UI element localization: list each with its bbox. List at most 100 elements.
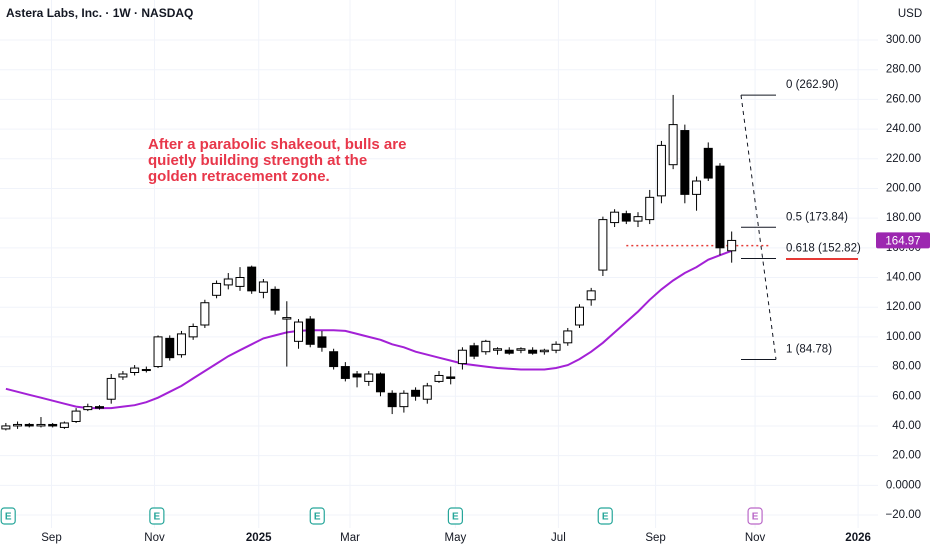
earnings-label: E <box>314 512 321 523</box>
x-tick-label: Nov <box>745 532 766 544</box>
y-tick-label: 280.00 <box>886 64 921 76</box>
y-tick-label: 240.00 <box>886 123 921 135</box>
earnings-marker <box>747 507 763 525</box>
candle-body <box>457 349 467 365</box>
candle-body <box>71 410 81 422</box>
candle-body <box>680 130 690 195</box>
candle-body <box>24 423 34 427</box>
candle-body <box>153 336 163 368</box>
candle-body <box>352 373 362 378</box>
x-tick-label: Sep <box>41 532 61 544</box>
candle-body <box>59 422 69 428</box>
x-tick-label: 2026 <box>845 532 871 544</box>
earnings-label: E <box>602 512 609 523</box>
currency: USD <box>898 8 922 20</box>
candle-body <box>305 318 315 345</box>
plot <box>1 94 777 431</box>
candle-body <box>563 330 573 344</box>
candle-body <box>387 392 397 408</box>
candle-body <box>446 376 456 379</box>
earnings-label: E <box>5 512 12 523</box>
candle-body <box>270 288 280 311</box>
candle-body <box>504 349 514 354</box>
y-tick-label: 300.00 <box>886 34 921 46</box>
earnings-marker <box>309 507 325 525</box>
candle-body <box>469 345 479 357</box>
y-tick-label: 100.00 <box>886 331 921 343</box>
candle-body <box>212 282 222 296</box>
earnings-label: E <box>752 512 759 523</box>
x-tick-label: Sep <box>645 532 665 544</box>
y-tick-label: 180.00 <box>886 212 921 224</box>
candle-body <box>528 349 538 354</box>
candle-body <box>282 317 292 320</box>
candle-body <box>364 373 374 382</box>
y-tick-label: −20.00 <box>886 509 922 521</box>
y-tick-label: 220.00 <box>886 153 921 165</box>
earnings-marker <box>597 507 613 525</box>
y-tick-label: 60.00 <box>892 390 921 402</box>
candle-body <box>1 425 11 430</box>
candle-body <box>83 406 93 411</box>
earnings-label: E <box>154 512 161 523</box>
candle-body <box>598 219 608 271</box>
fib-label: 0.618 (152.82) <box>786 243 861 255</box>
candle-body <box>645 196 655 221</box>
price-tag <box>876 232 930 249</box>
y-tick-label: 40.00 <box>892 420 921 432</box>
candle-body <box>118 373 128 378</box>
candle-body <box>633 216 643 222</box>
candle-body <box>422 385 432 400</box>
candle-body <box>188 325 198 338</box>
y-tick-label: 0.0000 <box>886 479 921 491</box>
earnings-marker <box>0 507 16 525</box>
candle-body <box>36 423 46 427</box>
x-tick-label: May <box>445 532 467 544</box>
candle-body <box>200 302 210 326</box>
candle-body <box>130 367 140 373</box>
annotation: quietly building strength at the <box>148 152 367 169</box>
y-tick-label: 80.00 <box>892 361 921 373</box>
y-tick-label: 140.00 <box>886 272 921 284</box>
candle-body <box>340 366 350 379</box>
candle-body <box>294 321 304 342</box>
candle-body <box>692 180 702 195</box>
candle-body <box>141 369 151 372</box>
earnings-marker <box>447 507 463 525</box>
grid <box>0 0 878 528</box>
candle-body <box>574 306 584 326</box>
candle-body <box>95 406 105 409</box>
annotation: After a parabolic shakeout, bulls are <box>148 136 406 153</box>
x-tick-label: 2025 <box>246 532 272 544</box>
candle-body <box>13 423 23 427</box>
candle-body <box>329 351 339 368</box>
candle-body <box>235 277 245 287</box>
fib-label: 1 (84.78) <box>786 343 832 355</box>
candle-body <box>481 340 491 353</box>
fib-label: 0.5 (173.84) <box>786 211 848 223</box>
candle-body <box>106 377 116 400</box>
fib-label: 0 (262.90) <box>786 79 839 91</box>
candle-body <box>411 389 421 397</box>
candle-body <box>551 343 561 351</box>
earnings-label: E <box>452 512 459 523</box>
candle-body <box>399 392 409 408</box>
earnings-marker <box>149 507 165 525</box>
chart-title: Astera Labs, Inc. · 1W · NASDAQ <box>6 6 193 20</box>
candle-body <box>727 239 737 252</box>
x-tick-label: Nov <box>144 532 165 544</box>
candle-body <box>317 336 327 348</box>
candle-body <box>715 165 725 249</box>
candle-body <box>610 211 620 224</box>
candle-body <box>656 144 666 197</box>
candle-body <box>668 124 678 166</box>
candle-body <box>223 278 233 286</box>
candle-body <box>539 349 549 353</box>
ma-line <box>5 249 733 410</box>
candle-body <box>703 147 713 179</box>
candle-body <box>434 374 444 382</box>
candle-body <box>375 373 385 393</box>
y-tick-label: 200.00 <box>886 182 921 194</box>
